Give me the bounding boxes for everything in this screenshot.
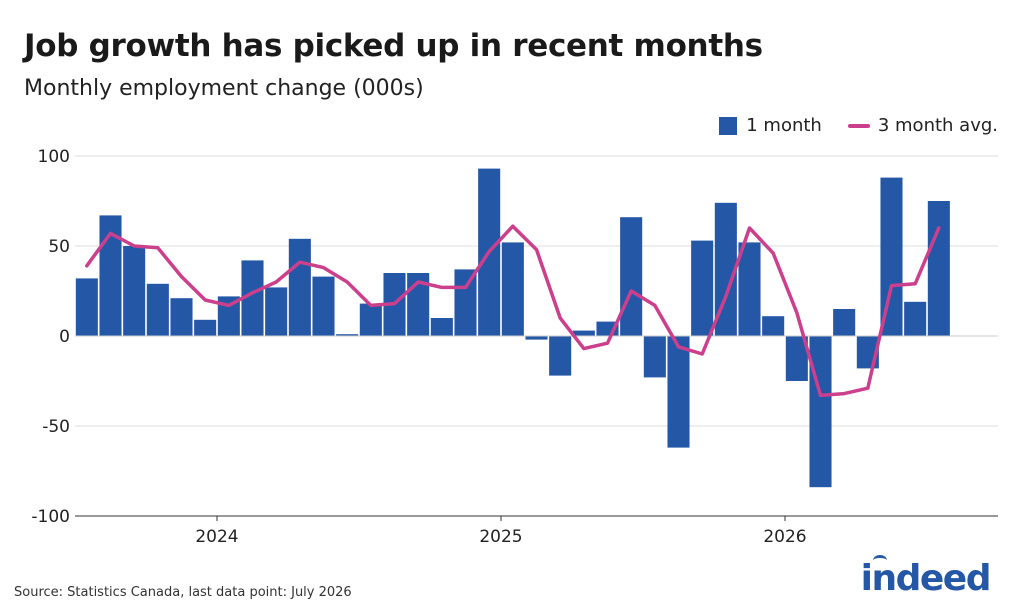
bar <box>288 238 311 336</box>
bar <box>430 318 453 336</box>
legend-line-label: 3 month avg. <box>877 115 998 136</box>
bar <box>359 303 382 336</box>
bar <box>525 336 548 340</box>
bar <box>620 217 643 336</box>
x-tick-label: 2026 <box>763 527 806 547</box>
bar <box>75 278 98 336</box>
bar <box>738 242 761 336</box>
avg-line <box>85 224 941 398</box>
x-tick-label: 2025 <box>479 527 522 547</box>
y-tick-label: -100 <box>31 507 70 527</box>
bar <box>241 260 264 336</box>
bar <box>217 296 240 336</box>
logo-arc-icon <box>872 555 887 566</box>
bar <box>336 334 359 336</box>
y-tick-label: -50 <box>42 417 70 437</box>
chart-subtitle: Monthly employment change (000s) <box>24 76 424 101</box>
bar <box>194 319 217 336</box>
bar <box>667 336 690 448</box>
bar <box>549 336 572 376</box>
bar <box>833 309 856 336</box>
bar <box>880 177 903 336</box>
legend-bar-label: 1 month <box>746 115 822 136</box>
bar <box>501 242 524 336</box>
bar <box>927 201 950 336</box>
bar <box>691 240 714 336</box>
bar <box>809 336 832 488</box>
bar <box>123 246 146 336</box>
y-tick-label: 0 <box>59 327 70 347</box>
chart-title: Job growth has picked up in recent month… <box>24 28 763 64</box>
bar <box>785 336 808 381</box>
bar <box>572 330 595 336</box>
legend: 1 month 3 month avg. <box>719 115 998 136</box>
source-note: Source: Statistics Canada, last data poi… <box>14 585 352 600</box>
indeed-logo: indeed <box>861 555 992 599</box>
bar <box>312 276 335 336</box>
bar <box>99 215 122 336</box>
legend-line-swatch <box>847 123 870 128</box>
bar <box>170 298 193 336</box>
y-tick-label: 50 <box>48 237 70 257</box>
bar <box>904 301 927 336</box>
y-tick-label: 100 <box>38 147 70 167</box>
bar <box>146 283 169 336</box>
bar <box>265 287 288 336</box>
bar <box>454 269 477 336</box>
legend-bar-swatch <box>719 116 738 135</box>
x-tick-label: 2024 <box>195 527 238 547</box>
bar <box>714 202 737 336</box>
bar <box>762 316 785 336</box>
bar <box>643 336 666 378</box>
